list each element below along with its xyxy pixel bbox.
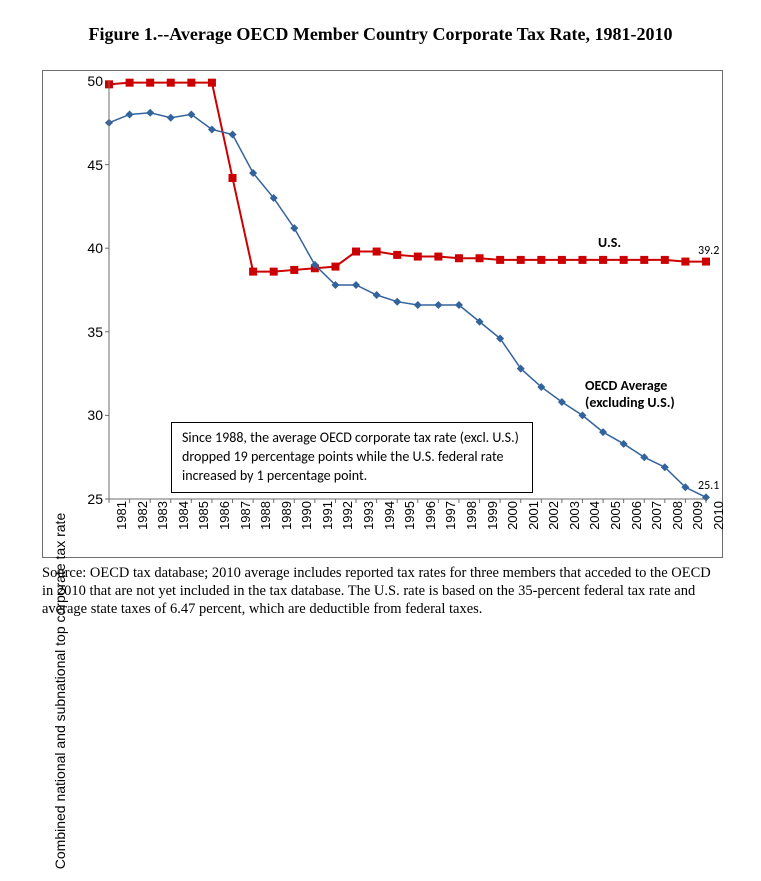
data-marker — [146, 109, 154, 117]
data-marker — [270, 268, 278, 276]
end-value-label: 25.1 — [698, 479, 719, 493]
data-marker — [476, 254, 484, 262]
data-marker — [290, 266, 298, 274]
data-marker — [414, 253, 422, 261]
series-label: U.S. — [598, 234, 621, 251]
data-marker — [620, 440, 628, 448]
figure-title: Figure 1.--Average OECD Member Country C… — [0, 24, 761, 45]
data-marker — [496, 256, 504, 264]
data-marker — [373, 291, 381, 299]
chart-container: Combined national and subnational top co… — [42, 70, 723, 558]
data-marker — [434, 301, 442, 309]
data-marker — [167, 114, 175, 122]
figure-page: Figure 1.--Average OECD Member Country C… — [0, 0, 761, 651]
data-marker — [640, 256, 648, 264]
data-marker — [599, 256, 607, 264]
end-value-label: 39.2 — [698, 244, 719, 258]
data-marker — [578, 256, 586, 264]
source-note: Source: OECD tax database; 2010 average … — [42, 564, 723, 618]
data-marker — [455, 254, 463, 262]
data-marker — [146, 79, 154, 87]
data-marker — [167, 79, 175, 87]
data-marker — [414, 301, 422, 309]
data-marker — [229, 131, 237, 139]
data-marker — [537, 256, 545, 264]
data-marker — [126, 110, 134, 118]
data-marker — [702, 258, 710, 266]
data-marker — [229, 174, 237, 182]
data-marker — [249, 268, 257, 276]
annotation-box: Since 1988, the average OECD corporate t… — [171, 422, 533, 493]
data-marker — [373, 248, 381, 256]
data-marker — [681, 258, 689, 266]
series-label: OECD Average (excluding U.S.) — [585, 377, 675, 411]
data-marker — [208, 79, 216, 87]
data-marker — [352, 281, 360, 289]
data-marker — [661, 256, 669, 264]
data-marker — [187, 79, 195, 87]
data-marker — [558, 256, 566, 264]
data-marker — [434, 253, 442, 261]
data-marker — [393, 251, 401, 259]
data-marker — [126, 79, 134, 87]
data-marker — [620, 256, 628, 264]
y-axis-label: Combined national and subnational top co… — [52, 501, 72, 881]
data-marker — [393, 298, 401, 306]
data-marker — [702, 493, 710, 501]
data-marker — [331, 263, 339, 271]
data-marker — [517, 256, 525, 264]
data-marker — [640, 453, 648, 461]
data-marker — [352, 248, 360, 256]
